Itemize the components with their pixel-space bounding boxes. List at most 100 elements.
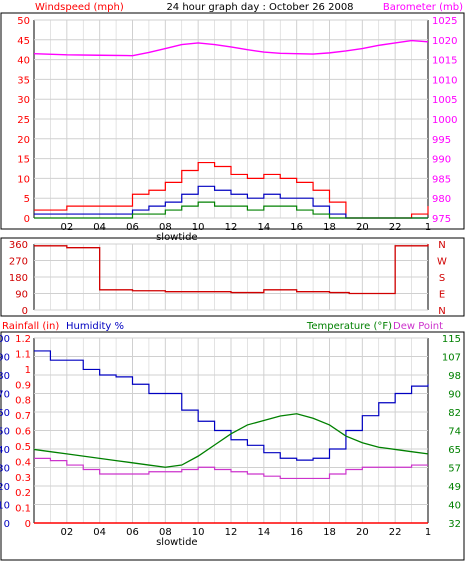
x-tick-label: 1 [425, 527, 431, 538]
y-tick-label-temperature: 49 [448, 482, 461, 493]
y-tick-label-barometer: 980 [432, 194, 451, 205]
x-tick-label: 1 [425, 222, 431, 233]
y-tick-label-wind: 40 [17, 56, 30, 67]
y-tick-label-temperature: 98 [448, 371, 461, 382]
barometer-axis-title: Barometer (mb) [383, 2, 463, 13]
y-tick-label-temperature: 90 [448, 390, 461, 401]
x-tick-label: 02 [60, 527, 73, 538]
y-tick-label-barometer: 975 [432, 214, 451, 225]
x-tick-label: 16 [290, 527, 303, 538]
y-tick-label-temperature: 107 [442, 353, 461, 364]
x-tick-label: 18 [323, 222, 336, 233]
y-tick-label-rain: 0.5 [15, 442, 31, 453]
y-tick-label-barometer: 1000 [432, 115, 457, 126]
y-tick-label-temperature: 82 [448, 408, 461, 419]
y-tick-label-rain: 0.9 [15, 380, 31, 391]
y-tick-label-rain: 0.2 [15, 488, 31, 499]
y-tick-label-temperature: 115 [442, 334, 461, 345]
series-wind-average [34, 185, 428, 219]
y-tick-label-temperature: 65 [448, 445, 461, 456]
y-tick-label-humidity: 20 [0, 482, 10, 493]
y-tick-label-rain: 1.1 [15, 349, 31, 360]
compass-label: N [438, 306, 445, 317]
x-axis-annotation: slowtide [156, 537, 197, 548]
y-tick-label-wind: 15 [17, 155, 30, 166]
y-tick-label-temperature: 74 [448, 427, 461, 438]
x-tick-label: 08 [159, 222, 172, 233]
series-barometer [33, 39, 429, 57]
humidity-axis-title: Humidity % [66, 321, 124, 332]
x-tick-label: 12 [225, 527, 238, 538]
y-tick-label-wind: 50 [17, 16, 30, 27]
y-tick-label-direction: 270 [9, 257, 28, 268]
y-tick-label-direction: 360 [9, 240, 28, 251]
x-tick-label: 14 [257, 222, 270, 233]
y-tick-label-direction: 180 [9, 273, 28, 284]
graph-title: 24 hour graph day : October 26 2008 [166, 2, 353, 13]
y-tick-label-rain: 1 [25, 365, 31, 376]
x-axis-annotation: slowtide [156, 232, 197, 243]
y-tick-label-barometer: 1005 [432, 95, 457, 106]
x-tick-label: 10 [192, 222, 205, 233]
y-tick-label-wind: 5 [24, 194, 30, 205]
y-tick-label-wind: 10 [17, 174, 30, 185]
y-tick-label-wind: 20 [17, 135, 30, 146]
y-tick-label-rain: 0.6 [15, 427, 31, 438]
x-tick-label: 18 [323, 527, 336, 538]
y-tick-label-wind: 25 [17, 115, 30, 126]
x-tick-label: 20 [356, 527, 369, 538]
y-tick-label-rain: 0.3 [15, 473, 31, 484]
y-tick-label-barometer: 995 [432, 135, 451, 146]
windspeed-axis-title: Windspeed (mph) [35, 2, 124, 13]
x-tick-label: 22 [389, 222, 402, 233]
rainfall-axis-title: Rainfall (in) [2, 321, 59, 332]
y-tick-label-wind: 45 [17, 36, 30, 47]
x-tick-label: 22 [389, 527, 402, 538]
x-tick-label: 14 [257, 527, 270, 538]
x-tick-label: 06 [126, 222, 139, 233]
temperature-axis-title: Temperature (°F) [306, 321, 392, 332]
y-tick-label-humidity: 0 [4, 519, 10, 530]
series-dewpoint [34, 457, 428, 480]
y-tick-label-rain: 0.1 [15, 504, 31, 515]
compass-label: N [438, 240, 445, 251]
y-tick-label-humidity: 100 [0, 334, 10, 345]
y-tick-label-barometer: 1020 [432, 36, 457, 47]
y-tick-label-barometer: 985 [432, 174, 451, 185]
series-temperature [33, 413, 429, 468]
y-tick-label-rain: 0.7 [15, 411, 31, 422]
y-tick-label-direction: 0 [22, 306, 28, 317]
y-tick-label-barometer: 1015 [432, 56, 457, 67]
y-tick-label-humidity: 90 [0, 353, 10, 364]
dewpoint-axis-title: Dew Point [393, 321, 443, 332]
y-tick-label-barometer: 1010 [432, 75, 457, 86]
y-tick-label-barometer: 990 [432, 155, 451, 166]
y-tick-label-humidity: 30 [0, 464, 10, 475]
panel-frame-wind [0, 12, 465, 230]
y-tick-label-rain: 0.8 [15, 396, 31, 407]
x-tick-label: 20 [356, 222, 369, 233]
series-wind-low [34, 201, 428, 219]
y-tick-label-direction: 90 [15, 290, 28, 301]
compass-label: S [439, 273, 445, 284]
y-tick-label-rain: 1.2 [15, 334, 31, 345]
y-tick-label-humidity: 50 [0, 427, 10, 438]
y-tick-label-rain: 0 [25, 519, 31, 530]
panel-frame-direction [0, 237, 465, 317]
x-tick-label: 12 [225, 222, 238, 233]
y-tick-label-humidity: 80 [0, 371, 10, 382]
x-tick-label: 08 [159, 527, 172, 538]
x-tick-label: 10 [192, 527, 205, 538]
y-tick-label-humidity: 40 [0, 445, 10, 456]
y-tick-label-temperature: 32 [448, 519, 461, 530]
compass-label: E [439, 290, 445, 301]
y-tick-label-wind: 0 [24, 214, 30, 225]
y-tick-label-temperature: 40 [448, 501, 461, 512]
y-tick-label-temperature: 57 [448, 464, 461, 475]
panel-frame-climate [0, 331, 465, 561]
y-tick-label-rain: 0.4 [15, 457, 31, 468]
x-tick-label: 04 [93, 222, 106, 233]
